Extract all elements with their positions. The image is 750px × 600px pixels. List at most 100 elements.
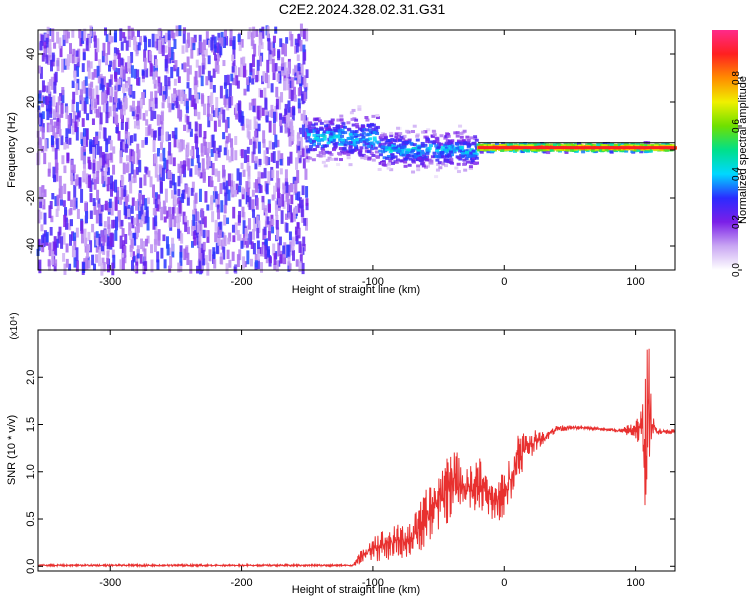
spectrogram-cell	[275, 86, 279, 98]
spectrogram-cell	[407, 138, 412, 142]
spectrogram-cell	[52, 166, 56, 179]
spectrogram-cell	[50, 135, 54, 146]
spectrogram-cell	[210, 149, 214, 157]
spectrogram-cell	[556, 143, 561, 147]
spectrogram-cell	[321, 151, 326, 155]
spectrogram-cell	[208, 249, 212, 262]
spectrogram-cell	[311, 139, 316, 143]
spectrogram-cell	[324, 128, 329, 132]
x-tick-label: 0	[501, 276, 507, 288]
spectrogram-cell	[288, 263, 292, 271]
spectrogram-cell	[136, 214, 140, 227]
spectrogram-cell	[246, 124, 250, 138]
spectrogram-cell	[259, 36, 263, 43]
spectrogram-cell	[179, 251, 183, 266]
spectrogram-cell	[90, 96, 94, 110]
spectrogram-cell	[72, 232, 76, 241]
spectrogram-cell	[160, 128, 164, 143]
spectrogram-cell	[621, 142, 626, 146]
spectrogram-cell	[194, 109, 198, 117]
spectrogram-cell	[364, 146, 369, 150]
spectrogram-cell	[197, 111, 201, 120]
spectrogram-cell	[240, 240, 244, 249]
spectrogram-cell	[157, 148, 161, 157]
spectrogram-cell	[238, 110, 242, 123]
spectrogram-cell	[194, 192, 198, 204]
colorbar-ticks: 0.00.20.40.60.8	[731, 71, 742, 277]
x-tick-label: -300	[99, 276, 121, 288]
spectrogram-cell	[460, 142, 465, 146]
spectrogram-cell	[114, 29, 118, 43]
spectrogram-cell	[139, 97, 143, 109]
spectrogram-cell	[51, 193, 55, 200]
spectrogram-cell	[392, 139, 397, 143]
spectrogram-cell	[153, 79, 157, 89]
spectrogram-cell	[192, 209, 196, 217]
spectrogram-cell	[389, 157, 394, 161]
spectrogram-cell	[89, 193, 93, 203]
spectrogram-cell	[243, 88, 247, 96]
spectrogram-cell	[338, 137, 343, 141]
spectrogram-cell	[367, 128, 372, 132]
spectrogram-cell	[446, 134, 451, 138]
spectrogram-cell	[273, 185, 277, 200]
spectrogram-cell	[411, 159, 416, 163]
colorbar-tick-label: 0.0	[731, 263, 742, 277]
spectrogram-cell	[286, 198, 290, 211]
spectrogram-cell	[338, 147, 343, 151]
spectrogram-cell	[186, 252, 190, 266]
spectrogram-cell	[91, 118, 95, 125]
spectrogram-cell	[57, 231, 61, 244]
spectrogram-cell	[55, 208, 59, 217]
spectrogram-cell	[609, 150, 614, 154]
spectrogram-cell	[46, 122, 50, 133]
spectrogram-cell	[201, 158, 205, 172]
spectrogram-cell	[328, 137, 333, 141]
spectrogram-cell	[223, 95, 227, 106]
spectrogram-cell	[452, 150, 457, 154]
spectrogram-cell	[262, 130, 266, 144]
spectrogram-cell	[143, 248, 147, 262]
spectrogram-cell	[295, 157, 299, 170]
spectrogram-cell	[242, 65, 246, 78]
spectrogram-cell	[420, 149, 425, 153]
spectrogram-cell	[455, 146, 460, 150]
spectrogram-cell	[279, 113, 283, 120]
spectrogram-cell	[214, 191, 218, 199]
spectrogram-cell	[322, 134, 327, 138]
spectrogram-cell	[93, 179, 97, 190]
spectrogram-cell	[84, 202, 88, 212]
spectrogram-cell	[101, 171, 105, 184]
spectrogram-cell	[357, 105, 362, 109]
spectrogram-cell	[185, 220, 189, 227]
spectrogram-cell	[332, 126, 337, 130]
spectrogram-cell	[523, 142, 528, 146]
spectrogram-cell	[196, 222, 200, 233]
spectrogram-cell	[247, 176, 251, 188]
spectrogram-cell	[297, 87, 301, 97]
spectrogram-cell	[194, 164, 198, 175]
spectrogram-cell	[81, 230, 85, 244]
spectrogram-cell	[231, 54, 235, 62]
spectrogram-cell	[278, 236, 282, 246]
spectrogram-cell	[139, 177, 143, 189]
spectrogram-cell	[412, 124, 417, 128]
spectrogram-cell	[56, 102, 60, 116]
spectrogram-cell	[38, 259, 42, 274]
spectrogram-cell	[448, 150, 453, 154]
spectrogram-cell	[456, 139, 461, 143]
spectrogram-cell	[302, 44, 306, 53]
spectrogram-cell	[37, 209, 41, 224]
spectrogram-cell	[139, 254, 143, 264]
spectrogram-cell	[252, 141, 256, 155]
spectrogram-cell	[106, 184, 110, 192]
spectrogram-cell	[416, 164, 421, 168]
spectrogram-cell	[294, 38, 298, 46]
spectrogram-cell	[77, 110, 81, 118]
spectrogram-cell	[301, 262, 305, 275]
spectrogram-cell	[299, 136, 303, 151]
spectrogram-cell	[264, 238, 268, 247]
spectrogram-cell	[250, 241, 254, 249]
spectrogram-cell	[71, 231, 75, 241]
spectrogram-cell	[163, 157, 167, 170]
